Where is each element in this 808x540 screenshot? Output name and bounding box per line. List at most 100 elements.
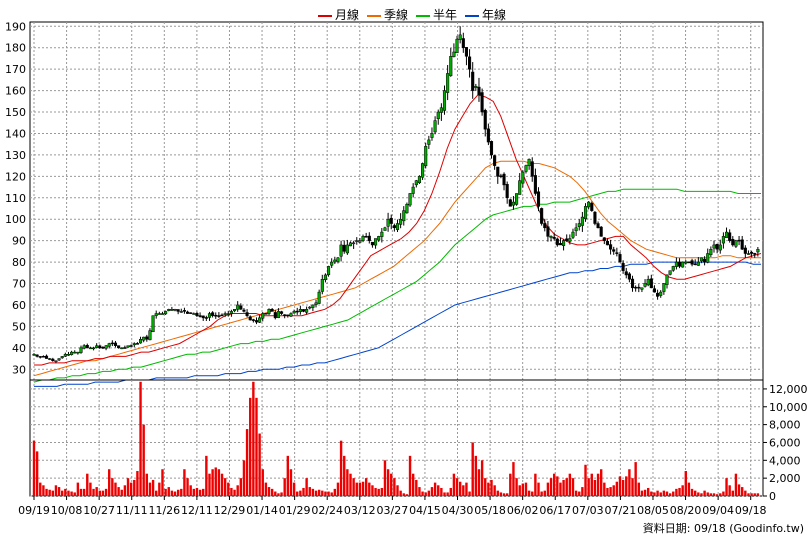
- candle-up: [276, 311, 280, 318]
- volume-bar: [180, 488, 183, 496]
- volume-bar: [427, 490, 431, 496]
- candle-down: [129, 345, 133, 347]
- legend-swatch: [465, 14, 480, 17]
- candle-down: [280, 311, 284, 314]
- candle-up: [571, 231, 575, 238]
- volume-bar: [292, 482, 296, 496]
- volume-bar: [458, 481, 462, 496]
- candle-up: [580, 216, 584, 226]
- volume-bar: [264, 482, 268, 496]
- volume-bar: [621, 479, 625, 496]
- candle-down: [98, 345, 102, 349]
- volume-bar: [183, 469, 186, 496]
- volume-bar: [587, 478, 590, 496]
- candle-down: [637, 286, 641, 289]
- candle-up: [32, 354, 36, 356]
- candle-down: [201, 315, 205, 319]
- volume-bar: [205, 455, 208, 496]
- price-tick-label: 100: [5, 213, 26, 226]
- volume-bar: [599, 469, 603, 496]
- candle-up: [549, 236, 553, 238]
- candle-down: [546, 226, 550, 237]
- volume-bar: [111, 478, 114, 496]
- candle-up: [173, 309, 177, 311]
- candle-up: [157, 313, 161, 315]
- volume-bar: [336, 482, 340, 496]
- volume-bar: [527, 490, 531, 496]
- volume-bar: [355, 482, 358, 496]
- candle-up: [684, 261, 688, 264]
- candle-up: [361, 236, 365, 241]
- volume-bar: [277, 493, 280, 496]
- candle-up: [330, 261, 334, 266]
- candle-down: [618, 254, 622, 263]
- candle-down: [254, 320, 259, 323]
- volume-bar: [39, 482, 42, 496]
- volume-bar: [437, 485, 440, 496]
- volume-bar: [715, 494, 719, 496]
- candle-down: [364, 236, 368, 238]
- legend-item: 半年: [416, 6, 457, 23]
- candle-up: [374, 238, 378, 246]
- volume-bar: [208, 473, 211, 496]
- volume-bar: [371, 485, 374, 496]
- candle-up: [414, 180, 418, 186]
- candle-up: [95, 345, 99, 348]
- volume-bar: [274, 491, 277, 496]
- candle-down: [217, 315, 221, 317]
- volume-bar: [740, 487, 744, 496]
- volume-bar: [261, 469, 264, 496]
- volume-tick-label: 6,000: [769, 436, 801, 449]
- volume-bar: [728, 485, 731, 496]
- volume-bar: [744, 490, 747, 496]
- volume-bar: [737, 484, 741, 496]
- candle-down: [461, 38, 465, 48]
- volume-bar: [719, 493, 722, 496]
- volume-bar: [543, 490, 546, 496]
- candle-up: [308, 306, 312, 309]
- volume-bar: [480, 460, 484, 496]
- volume-bar: [712, 493, 716, 496]
- candle-down: [176, 309, 180, 312]
- volume-bar: [643, 489, 647, 496]
- volume-axis: 0 2,000 4,000 6,000 8,000 10,000 12,000: [763, 383, 808, 503]
- candle-up: [696, 261, 700, 266]
- volume-bar: [343, 455, 346, 496]
- candle-up: [54, 360, 58, 362]
- legend-label: 月線: [335, 8, 360, 22]
- candle-up: [207, 313, 212, 318]
- volume-bar: [668, 493, 672, 496]
- candle-down: [486, 128, 490, 143]
- candle-up: [674, 261, 678, 267]
- volume-bar: [176, 489, 180, 496]
- volume-bar: [697, 492, 700, 496]
- candle-up: [132, 343, 136, 346]
- volume-bar: [270, 488, 274, 496]
- candle-up: [405, 203, 409, 214]
- moving-average-lines: [33, 94, 762, 387]
- volume-bar: [198, 489, 202, 496]
- legend-swatch: [416, 14, 431, 17]
- volume-bar: [155, 490, 158, 496]
- volume-bar: [411, 473, 415, 496]
- candle-up: [314, 302, 318, 305]
- candle-up: [167, 309, 171, 311]
- candle-down: [555, 238, 559, 246]
- candle-up: [587, 201, 591, 208]
- candle-up: [709, 248, 713, 255]
- volume-bar: [706, 492, 709, 496]
- volume-bar: [505, 493, 509, 496]
- candle-down: [530, 161, 534, 177]
- candle-down: [656, 292, 660, 297]
- volume-bar: [615, 481, 619, 496]
- candle-up: [76, 351, 80, 354]
- candle-up: [164, 311, 168, 315]
- volume-bar: [646, 487, 650, 496]
- date-tick-label: 10/27: [83, 504, 115, 517]
- candle-up: [439, 107, 443, 113]
- candle-down: [621, 263, 625, 271]
- volume-bar: [211, 469, 214, 496]
- candle-up: [160, 313, 165, 315]
- candle-up: [179, 311, 183, 313]
- candle-down: [248, 316, 252, 321]
